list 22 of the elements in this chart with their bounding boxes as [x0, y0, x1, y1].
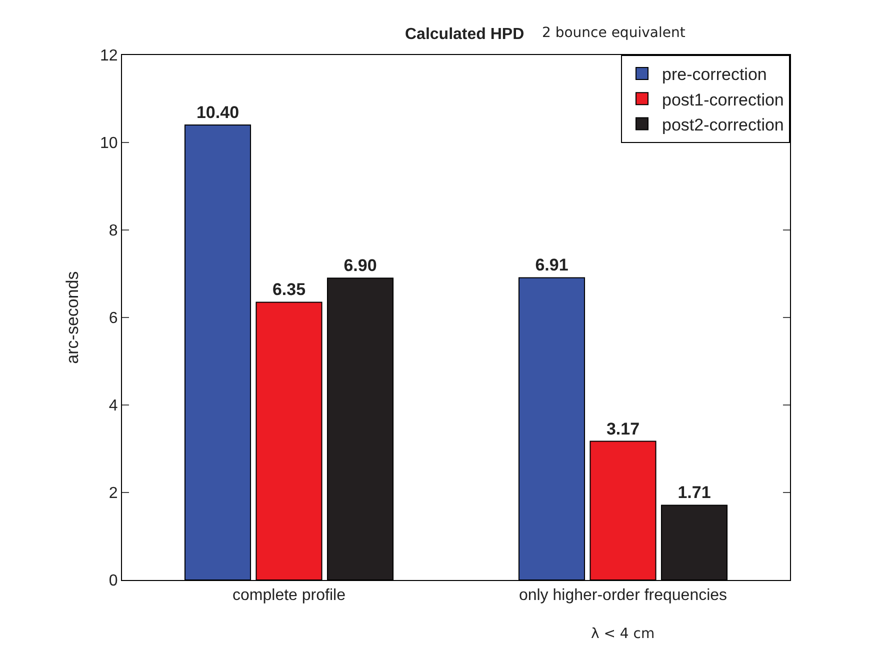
data-label: 6.90: [344, 256, 377, 276]
y-axis-title: arc-seconds: [63, 271, 82, 364]
x-tick-label: complete profile: [232, 587, 346, 604]
data-label: 3.17: [606, 419, 640, 438]
chart-title: Calculated HPD: [405, 26, 524, 43]
legend-label: post1-correction: [662, 90, 784, 110]
legend-label: pre-correction: [662, 65, 767, 84]
data-label: 6.91: [535, 256, 568, 275]
chart-subtitle: 2 bounce equivalent: [542, 25, 686, 41]
y-tick-label: 12: [100, 48, 118, 65]
data-label: 10.40: [196, 103, 240, 122]
y-tick-label: 6: [108, 310, 118, 328]
y-tick-label: 0: [108, 572, 118, 590]
y-tick-label: 8: [108, 222, 118, 240]
x-tick-label: only higher-order frequencies: [518, 587, 728, 604]
text: λ < 4 cm: [591, 626, 655, 642]
data-label: 1.71: [678, 483, 711, 502]
y-tick-label: 2: [108, 485, 118, 502]
legend-label: post2-correction: [662, 115, 784, 134]
y-tick-label: 10: [100, 135, 118, 152]
data-label: 6.35: [272, 280, 306, 300]
y-tick-label: 4: [108, 398, 118, 415]
